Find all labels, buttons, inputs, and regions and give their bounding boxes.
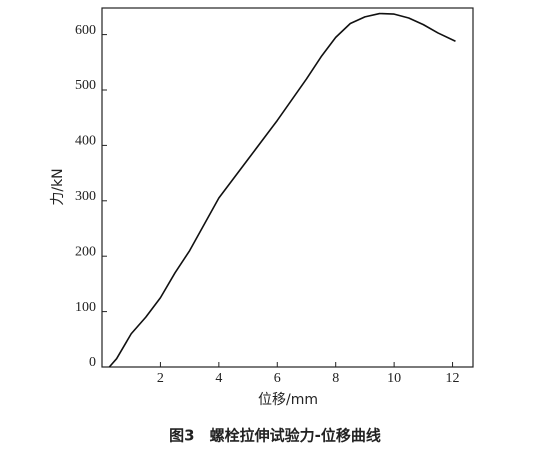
x-tick-label: 12	[446, 371, 460, 386]
x-tick-label: 6	[274, 371, 281, 386]
x-axis-title: 位移/mm	[258, 392, 318, 408]
y-tick-label: 600	[75, 23, 96, 38]
y-tick-label: 0	[89, 355, 96, 370]
caption: 图3 螺栓拉伸试验力-位移曲线	[169, 427, 381, 445]
y-tick-label: 200	[75, 244, 96, 259]
data-line	[108, 12, 456, 368]
y-tick-label: 400	[75, 134, 96, 149]
y-tick-label: 300	[75, 189, 96, 204]
x-tick-label: 2	[157, 371, 164, 386]
x-tick-label: 4	[215, 371, 222, 386]
y-tick-label: 100	[75, 300, 96, 315]
plot-frame	[101, 7, 474, 368]
y-axis-title: 力/kN	[50, 168, 66, 205]
y-tick-label: 500	[75, 78, 96, 93]
x-tick-label: 8	[332, 371, 339, 386]
x-tick-label: 10	[387, 371, 401, 386]
